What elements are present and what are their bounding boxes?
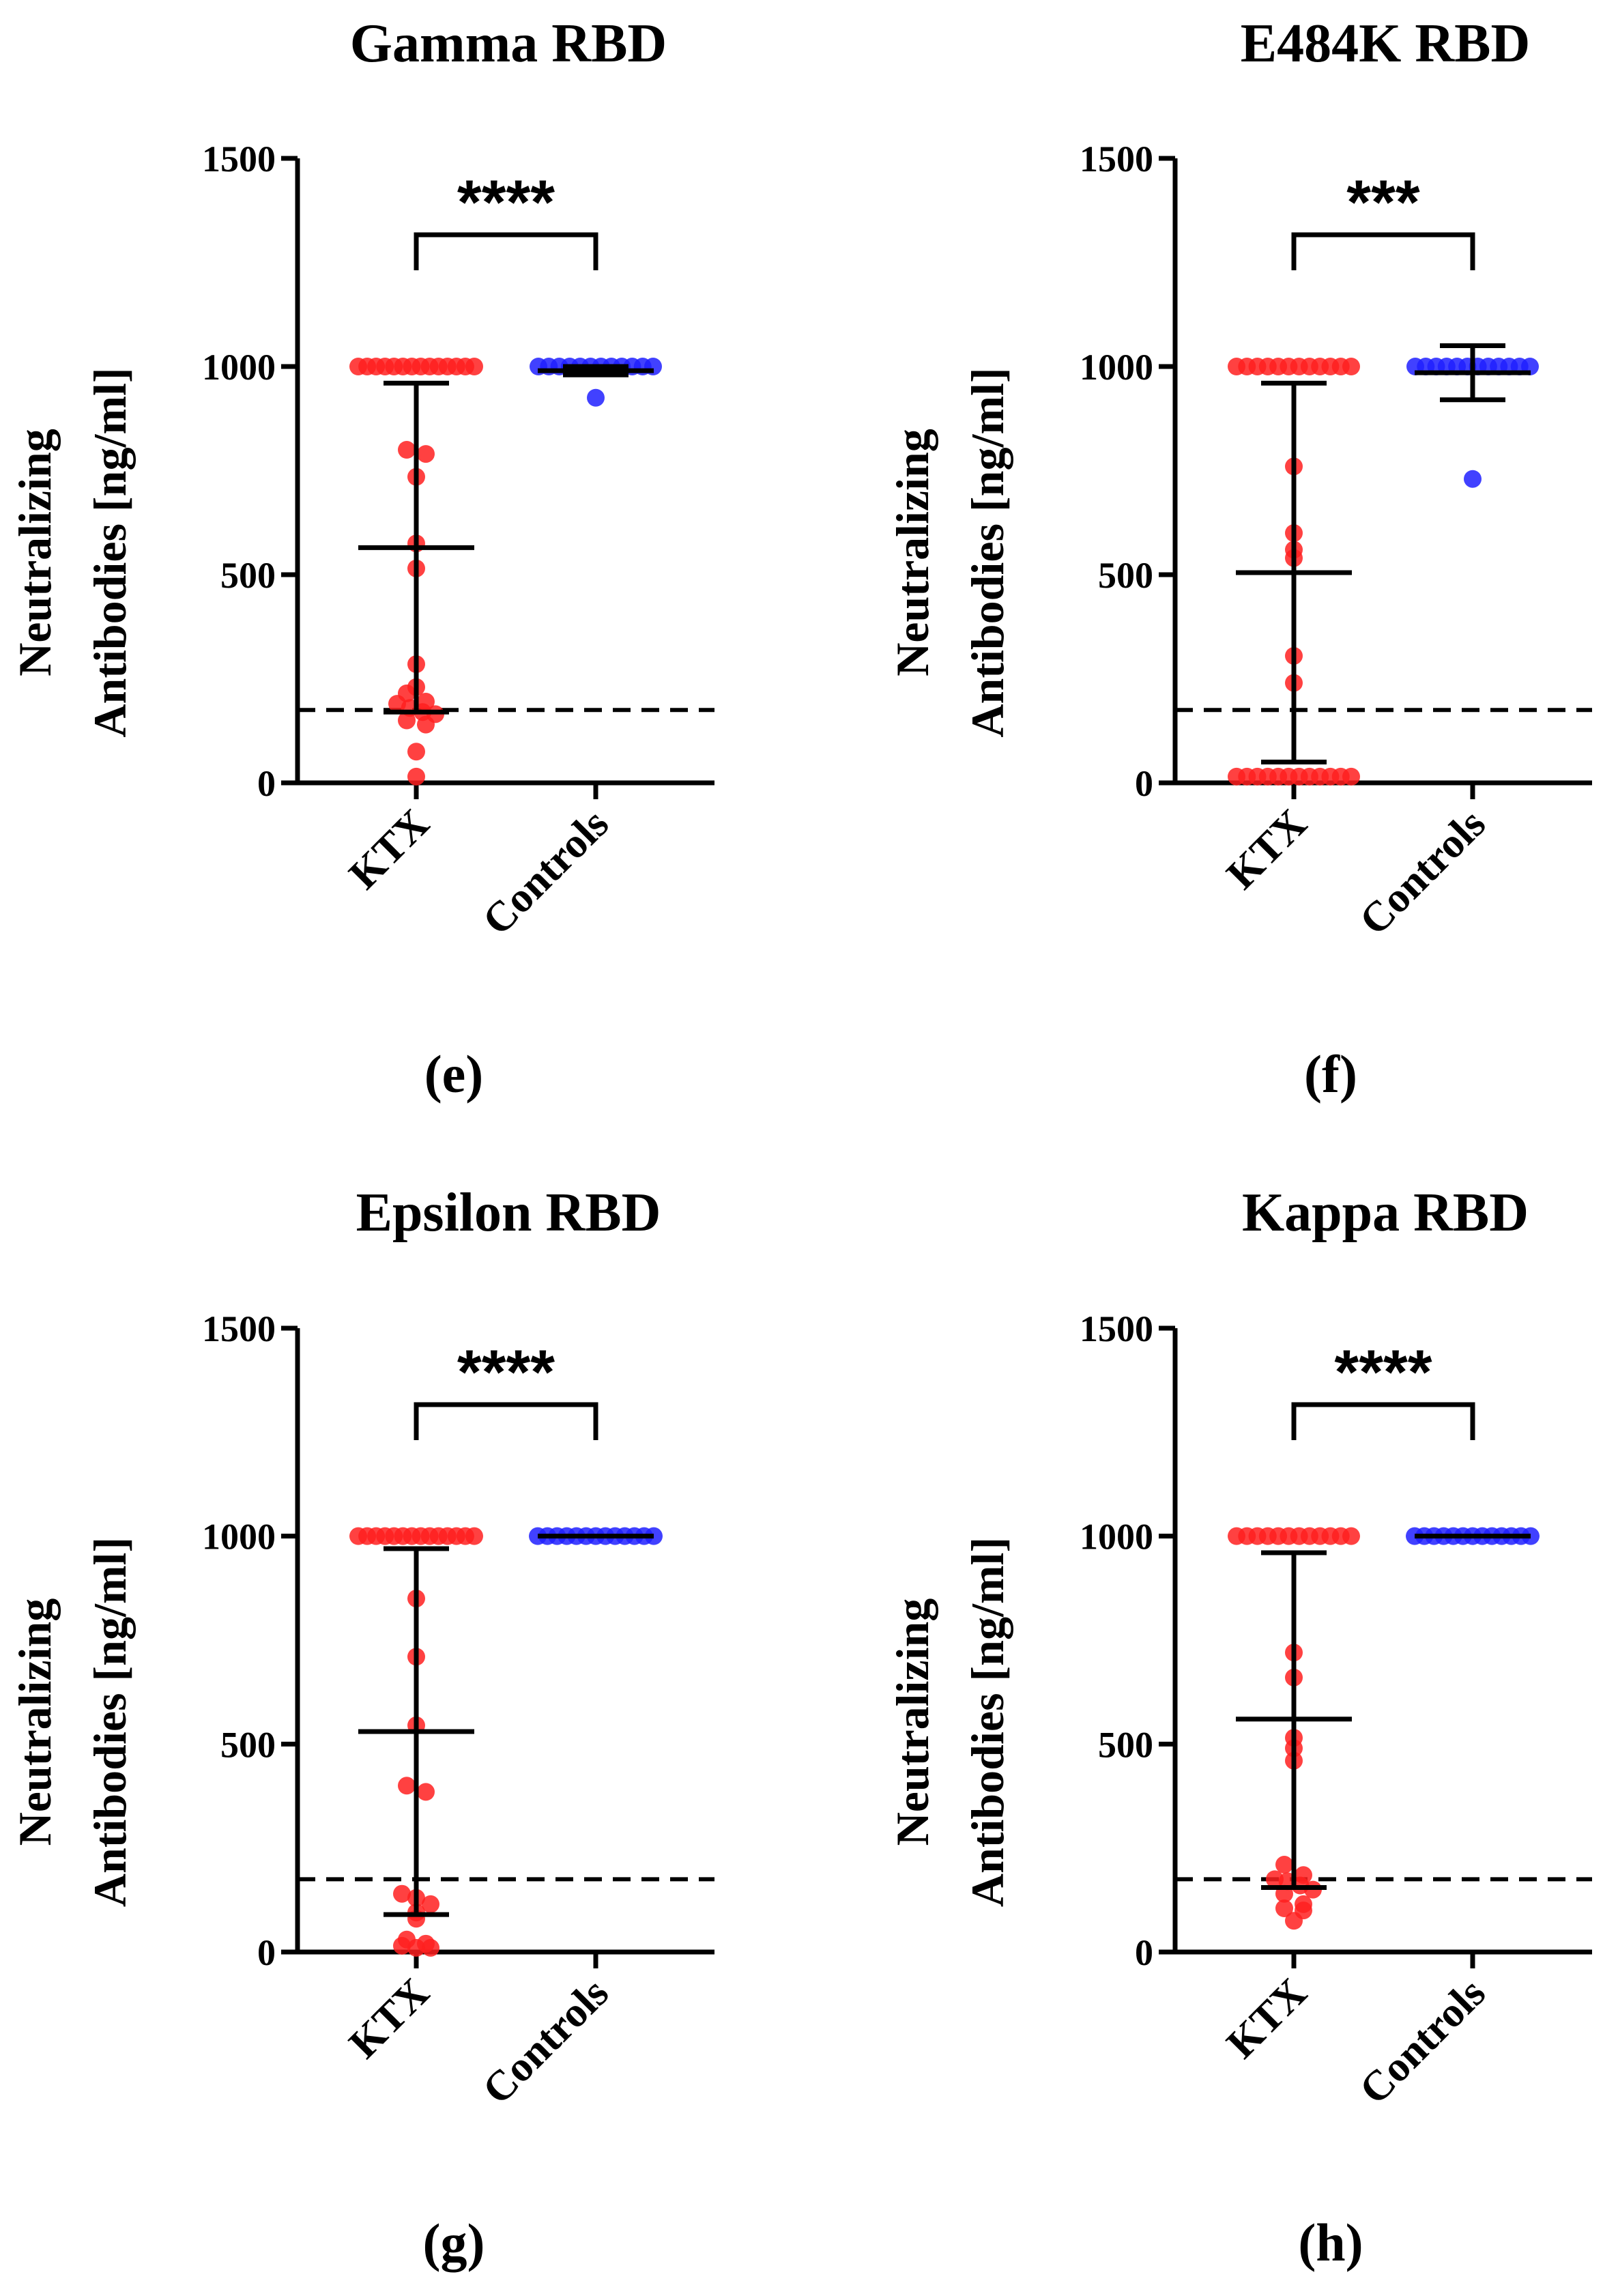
chart-panel: E484K RBD Neutralizing Antibodies [ng/ml] 0… <box>886 14 1592 1104</box>
y-axis-label: Antibodies [ng/ml] <box>962 1537 1013 1907</box>
x-category-label: KTX <box>341 801 438 898</box>
y-tick-label: 1500 <box>1080 1308 1153 1349</box>
data-point <box>407 767 425 786</box>
data-point <box>407 1938 425 1957</box>
chart-title: Gamma RBD <box>350 14 667 74</box>
y-tick-label: 1500 <box>202 139 276 180</box>
x-category-label: KTX <box>1218 1970 1316 2067</box>
data-point <box>587 388 605 407</box>
panel-label: (e) <box>424 1044 484 1104</box>
significance-stars: **** <box>457 168 555 238</box>
y-tick-label: 1000 <box>202 347 276 388</box>
y-axis-label: Neutralizing <box>9 1598 61 1846</box>
data-point <box>398 441 416 459</box>
chart-title: Epsilon RBD <box>356 1183 661 1243</box>
y-tick-label: 0 <box>1135 763 1153 804</box>
y-tick-label: 0 <box>257 1932 276 1973</box>
chart-panel: Epsilon RBD Neutralizing Antibodies [ng/ml… <box>9 1183 714 2272</box>
chart-panel: Gamma RBD Neutralizing Antibodies [ng/ml] 0… <box>9 14 714 1104</box>
x-category-label: Controls <box>474 801 617 944</box>
chart-title: Kappa RBD <box>1242 1183 1529 1243</box>
chart-panel: Kappa RBD Neutralizing Antibodies [ng/ml] 0… <box>886 1183 1592 2272</box>
significance-bracket <box>1291 1402 1475 1440</box>
y-axis-label: Antibodies [ng/ml] <box>962 367 1013 737</box>
data-point <box>422 1938 439 1957</box>
significance-stars: *** <box>1346 168 1420 238</box>
x-category-label: Controls <box>1350 801 1494 944</box>
data-point <box>465 1527 483 1545</box>
significance-stars: **** <box>457 1338 555 1407</box>
data-point <box>1285 1912 1303 1930</box>
data-point <box>1342 358 1360 375</box>
y-tick-label: 0 <box>1135 1932 1153 1973</box>
significance-bracket <box>414 1402 598 1440</box>
data-point <box>1275 1899 1293 1918</box>
data-point <box>393 1884 411 1903</box>
y-tick-label: 1000 <box>202 1517 276 1558</box>
y-axis-label: Neutralizing <box>886 1598 938 1846</box>
data-point <box>422 1895 439 1913</box>
panel-label: (g) <box>423 2213 485 2272</box>
y-tick-label: 500 <box>220 555 276 596</box>
y-axis-label: Antibodies [ng/ml] <box>84 1537 136 1907</box>
x-category-label: KTX <box>1218 801 1316 898</box>
x-category-label: Controls <box>1350 1970 1494 2113</box>
data-point <box>417 715 435 734</box>
y-tick-label: 1000 <box>1080 347 1153 388</box>
data-point <box>398 1777 416 1795</box>
x-category-label: KTX <box>341 1970 438 2067</box>
data-point <box>1342 1527 1360 1545</box>
y-tick-label: 500 <box>220 1724 276 1765</box>
data-point <box>417 445 435 463</box>
data-point <box>417 1783 435 1801</box>
y-tick-label: 1000 <box>1080 1517 1153 1558</box>
data-point <box>398 711 416 730</box>
chart-title: E484K RBD <box>1241 14 1531 74</box>
panel-label: (f) <box>1304 1044 1357 1104</box>
y-tick-label: 1500 <box>1080 139 1153 180</box>
data-point <box>1275 1856 1293 1874</box>
y-axis-label: Antibodies [ng/ml] <box>84 367 136 737</box>
x-category-label: Controls <box>474 1970 617 2113</box>
y-axis-label: Neutralizing <box>886 429 938 676</box>
significance-bracket <box>414 232 598 270</box>
y-tick-label: 500 <box>1098 1724 1153 1765</box>
data-point <box>1342 767 1360 786</box>
significance-bracket <box>1291 232 1475 270</box>
significance-stars: **** <box>1334 1338 1432 1407</box>
y-tick-label: 500 <box>1098 555 1153 596</box>
y-axis-label: Neutralizing <box>9 429 61 676</box>
y-tick-label: 1500 <box>202 1308 276 1349</box>
data-point <box>465 358 483 375</box>
panel-label: (h) <box>1298 2213 1363 2272</box>
data-point <box>407 743 425 761</box>
y-tick-label: 0 <box>257 763 276 804</box>
data-point <box>393 1936 411 1955</box>
data-point <box>1464 470 1482 488</box>
